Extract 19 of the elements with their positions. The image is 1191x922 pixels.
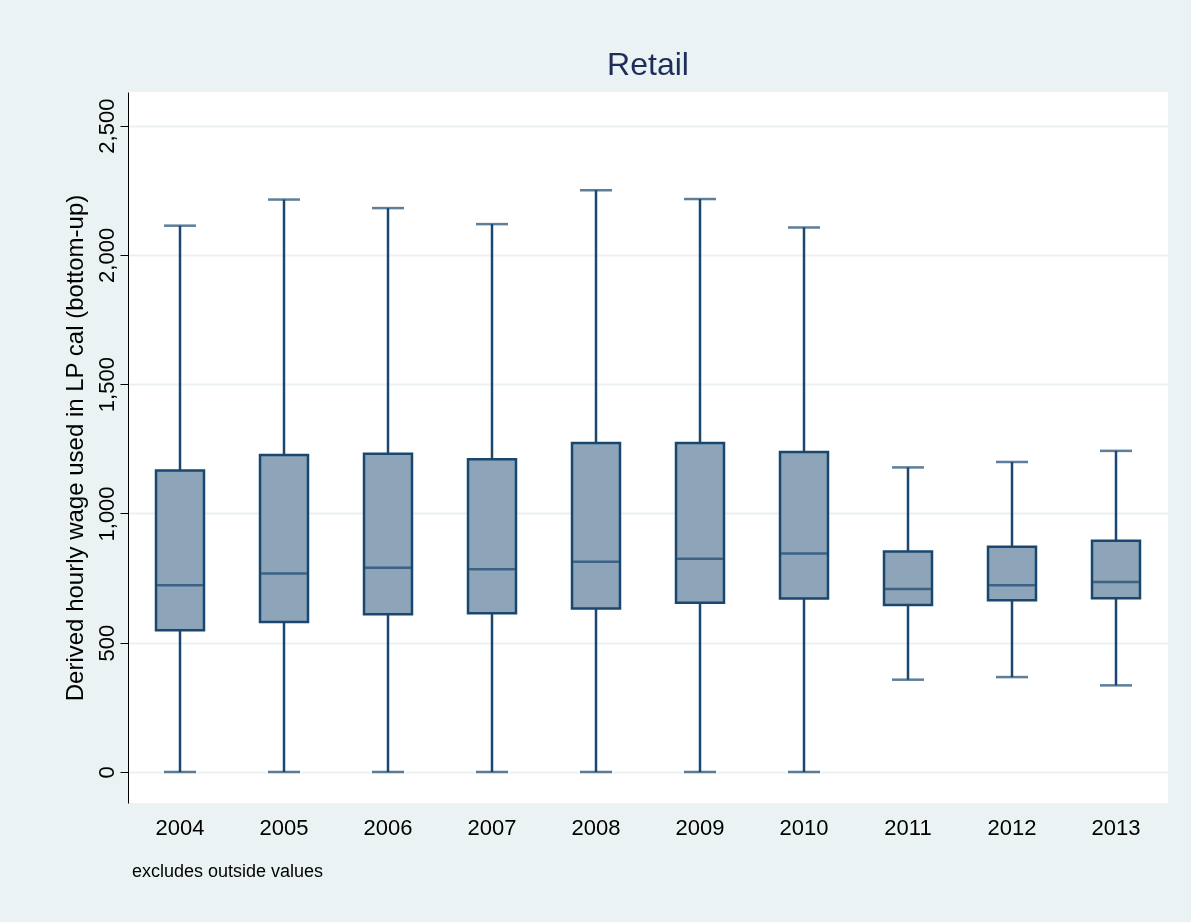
- x-tick-label: 2005: [259, 814, 309, 840]
- x-tick-label: 2008: [571, 814, 621, 840]
- text: excludes outside values: [132, 861, 324, 881]
- x-tick-label: 2004: [155, 814, 205, 840]
- x-tick-label: 2013: [1091, 814, 1141, 840]
- chart-title: Retail: [607, 46, 689, 82]
- y-tick-label: 500: [93, 624, 119, 662]
- x-tick-label: 2007: [467, 814, 517, 840]
- y-tick-label: 2,000: [93, 227, 119, 283]
- y-tick-label: 2,500: [93, 98, 119, 154]
- x-tick-label: 2012: [987, 814, 1037, 840]
- y-axis-title: Derived hourly wage used in LP cal (bottom-up): [60, 194, 88, 702]
- y-tick-label: 1,500: [93, 357, 119, 413]
- x-tick-label: 2009: [675, 814, 725, 840]
- y-tick-label: 1,000: [93, 486, 119, 542]
- y-tick-label: 0: [93, 766, 119, 779]
- x-tick-label: 2010: [779, 814, 829, 840]
- x-tick-label: 2011: [884, 814, 932, 840]
- x-tick-label: 2006: [363, 814, 413, 840]
